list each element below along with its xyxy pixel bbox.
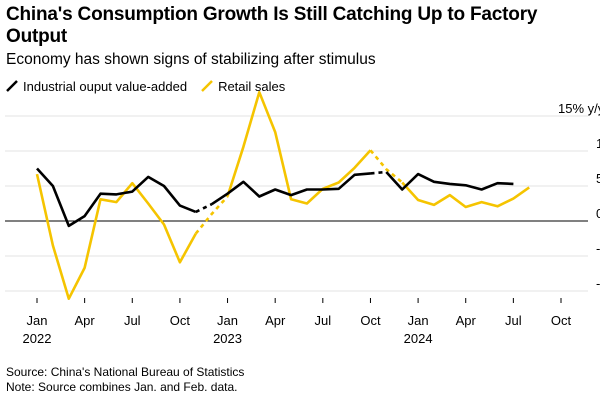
legend-label-retail: Retail sales [218, 78, 286, 94]
footnote: Note: Source combines Jan. and Feb. data… [6, 380, 238, 394]
x-tick-label: Jan [408, 313, 429, 328]
y-tick-label: -5 [596, 241, 600, 256]
chart-title: China's Consumption Growth Is Still Catc… [6, 4, 538, 47]
legend-item-retail: Retail sales [201, 79, 285, 94]
y-tick-label: -10 [596, 276, 600, 291]
industrial-line-segment [36, 167, 197, 228]
x-tick-label: Apr [265, 313, 286, 328]
x-tick-label: Jul [315, 313, 332, 328]
industrial-line-segment [210, 172, 371, 206]
retail-line-segment [35, 173, 197, 300]
y-tick-label: 15% y/y [558, 101, 600, 116]
x-tick-label: Jul [505, 313, 522, 328]
y-tick-label: 0 [596, 206, 600, 221]
legend: Industrial ouput value-added Retail sale… [6, 77, 299, 95]
retail-line-segment [369, 149, 404, 184]
x-tick-label: Oct [551, 313, 572, 328]
x-tick-year: 2023 [213, 331, 242, 346]
retail-line-segment [226, 90, 372, 205]
x-tick-year: 2024 [404, 331, 433, 346]
industrial-line-segment [385, 171, 514, 191]
x-tick-label: Oct [170, 313, 191, 328]
retail-line-segment [401, 181, 530, 209]
x-tick-label: Apr [456, 313, 477, 328]
x-tick-label: Apr [75, 313, 96, 328]
x-tick-label: Oct [360, 313, 381, 328]
x-tick-year: 2022 [23, 331, 52, 346]
x-tick-label: Jan [217, 313, 238, 328]
legend-label-industrial: Industrial ouput value-added [23, 78, 188, 94]
x-tick-label: Jul [124, 313, 141, 328]
legend-item-industrial: Industrial ouput value-added [6, 79, 187, 94]
industrial-line-segment [195, 203, 213, 214]
source-note: Source: China's National Bureau of Stati… [6, 365, 245, 379]
industrial-line-segment [370, 170, 387, 175]
chart-subtitle: Economy has shown signs of stabilizing a… [6, 51, 376, 68]
legend-swatch-retail [201, 80, 213, 92]
y-tick-label: 5 [596, 171, 600, 186]
legend-swatch-industrial [6, 80, 18, 92]
x-tick-label: Jan [27, 313, 48, 328]
retail-line-segment [194, 195, 229, 235]
y-tick-label: 10 [596, 136, 600, 151]
